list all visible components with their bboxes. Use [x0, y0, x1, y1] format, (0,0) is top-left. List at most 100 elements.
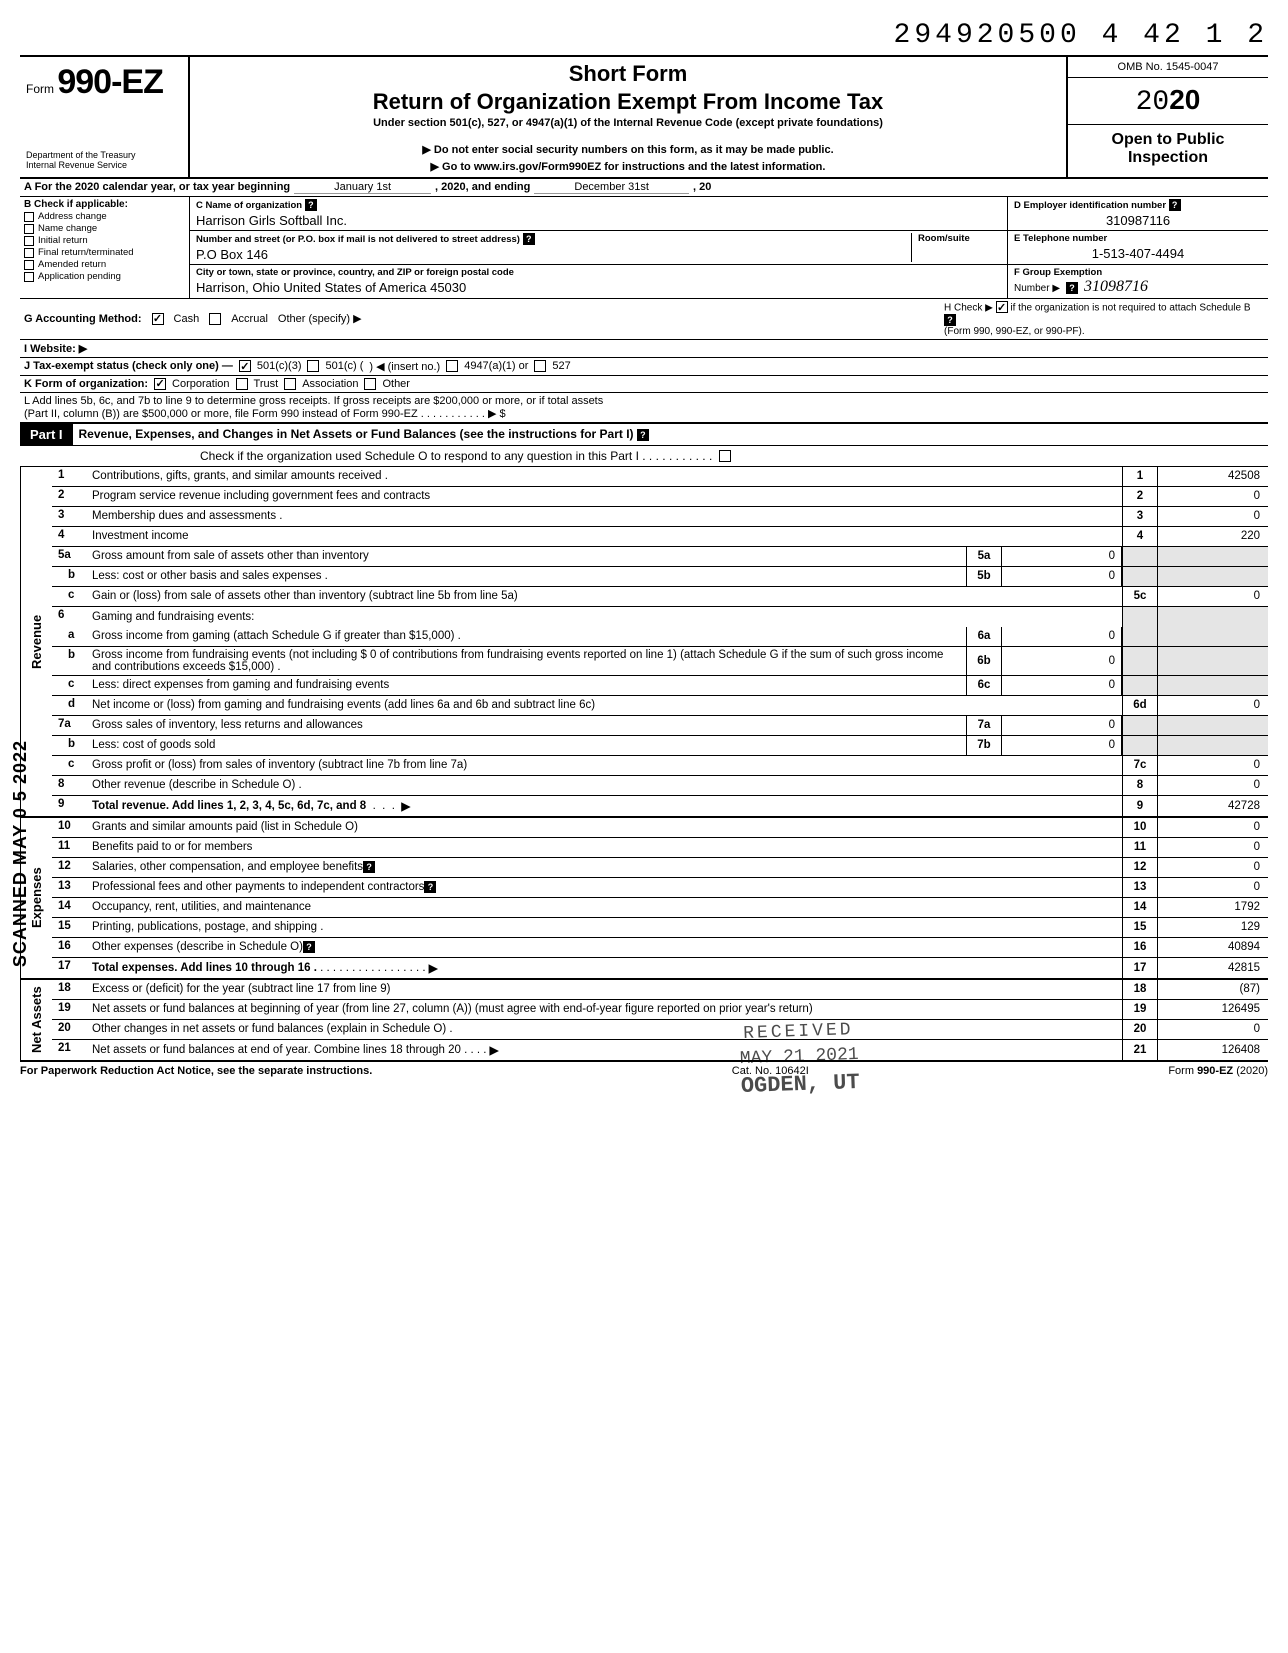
short-form: Short Form [198, 61, 1058, 87]
form-990ez: 990-EZ [57, 63, 163, 101]
dln: 294920500 4 42 1 2 [20, 20, 1268, 51]
f-num-lbl: Number ▶ [1014, 283, 1060, 294]
help-icon[interactable]: ? [523, 233, 535, 245]
val-8: 0 [1158, 776, 1268, 795]
help-icon[interactable]: ? [305, 199, 317, 211]
chk-amended[interactable] [24, 260, 34, 270]
footer: For Paperwork Reduction Act Notice, see … [20, 1062, 1268, 1080]
block-b: B Check if applicable: Address change Na… [20, 197, 1268, 299]
row-l: L Add lines 5b, 6c, and 7b to line 9 to … [20, 393, 1268, 424]
ein: 310987116 [1014, 213, 1262, 228]
j-d: 4947(a)(1) or [464, 360, 528, 372]
val-13: 0 [1158, 878, 1268, 897]
line-2: Program service revenue including govern… [88, 487, 1122, 506]
line-18: Excess or (deficit) for the year (subtra… [88, 980, 1122, 999]
d-lbl: D Employer identification number ? [1014, 199, 1262, 211]
chk-527[interactable] [534, 360, 546, 372]
b-label: B Check if applicable: [24, 199, 185, 210]
val-4: 220 [1158, 527, 1268, 546]
line-16: Other expenses (describe in Schedule O) [92, 941, 303, 953]
help-icon[interactable]: ? [363, 861, 375, 873]
val-10: 0 [1158, 818, 1268, 837]
chk-trust[interactable] [236, 378, 248, 390]
group-exemption: 31098716 [1084, 278, 1148, 296]
i-label: I Website: ▶ [24, 342, 87, 355]
chk-accrual[interactable] [209, 313, 221, 325]
g-other: Other (specify) ▶ [278, 312, 362, 325]
val-15: 129 [1158, 918, 1268, 937]
val-16: 40894 [1158, 938, 1268, 957]
line-15: Printing, publications, postage, and shi… [88, 918, 1122, 937]
address: P.O Box 146 [196, 247, 911, 262]
val-20: 0 [1158, 1020, 1268, 1039]
expenses-section: Expenses 10Grants and similar amounts pa… [20, 818, 1268, 980]
rowA-mid: , 2020, and ending [435, 181, 530, 193]
chk-501c[interactable] [307, 360, 319, 372]
help-icon[interactable]: ? [424, 881, 436, 893]
chk-cash[interactable] [152, 313, 164, 325]
open-to-public: Open to Public Inspection [1068, 125, 1268, 172]
chk-assoc[interactable] [284, 378, 296, 390]
dept: Department of the Treasury Internal Reve… [26, 151, 182, 171]
line-7b: Less: cost of goods sold [88, 736, 966, 755]
return-title: Return of Organization Exempt From Incom… [198, 89, 1058, 115]
chk-pending[interactable] [24, 272, 34, 282]
val-11: 0 [1158, 838, 1268, 857]
val-21: 126408 [1158, 1040, 1268, 1060]
chk-other[interactable] [364, 378, 376, 390]
c-name-lbl: C Name of organization [196, 200, 302, 211]
line-9: Total revenue. Add lines 1, 2, 3, 4, 5c,… [92, 800, 366, 812]
b-item-2: Initial return [38, 235, 88, 246]
help-icon[interactable]: ? [1066, 282, 1078, 294]
footer-left: For Paperwork Reduction Act Notice, see … [20, 1065, 372, 1077]
val-7c: 0 [1158, 756, 1268, 775]
k-c: Association [302, 378, 358, 390]
chk-h[interactable] [996, 301, 1008, 313]
f-lbl: F Group Exemption [1014, 267, 1262, 278]
chk-corp[interactable] [154, 378, 166, 390]
chk-address[interactable] [24, 212, 34, 222]
l-line2: (Part II, column (B)) are $500,000 or mo… [24, 407, 1264, 420]
rowA-prefix: A For the 2020 calendar year, or tax yea… [24, 181, 290, 193]
help-icon[interactable]: ? [944, 314, 956, 326]
donot: ▶ Do not enter social security numbers o… [198, 143, 1058, 156]
help-icon[interactable]: ? [1169, 199, 1181, 211]
scanned-stamp: SCANNED MAY 0 5 2022 [10, 740, 31, 967]
form-prefix: Form [26, 82, 54, 96]
chk-initial[interactable] [24, 236, 34, 246]
ival-6c: 0 [1002, 676, 1122, 695]
org-name: Harrison Girls Softball Inc. [196, 213, 1001, 228]
b-item-4: Amended return [38, 259, 106, 270]
h-text1: H Check ▶ [944, 303, 993, 314]
chk-501c3[interactable] [239, 360, 251, 372]
e-lbl: E Telephone number [1014, 233, 1262, 244]
b-item-5: Application pending [38, 271, 121, 282]
chk-4947[interactable] [446, 360, 458, 372]
form-number: Form 990-EZ [26, 63, 182, 102]
ival-5b: 0 [1002, 567, 1122, 586]
help-icon[interactable]: ? [303, 941, 315, 953]
chk-schedule-o[interactable] [719, 450, 731, 462]
line-7a: Gross sales of inventory, less returns a… [88, 716, 966, 735]
help-icon[interactable]: ? [637, 429, 649, 441]
b-item-1: Name change [38, 223, 97, 234]
chk-name[interactable] [24, 224, 34, 234]
ival-7a: 0 [1002, 716, 1122, 735]
footer-right: Form 990-EZ (2020) [1168, 1065, 1268, 1077]
line-17: Total expenses. Add lines 10 through 16 … [92, 962, 317, 974]
chk-final[interactable] [24, 248, 34, 258]
addr-lbl: Number and street (or P.O. box if mail i… [196, 234, 520, 245]
part-i-title: Revenue, Expenses, and Changes in Net As… [79, 427, 634, 441]
line-12: Salaries, other compensation, and employ… [92, 861, 363, 873]
l-line1: L Add lines 5b, 6c, and 7b to line 9 to … [24, 395, 1264, 407]
k-d: Other [382, 378, 410, 390]
rowA-suffix: , 20 [693, 181, 711, 193]
val-3: 0 [1158, 507, 1268, 526]
rowA-end: December 31st [534, 181, 689, 194]
line-5a: Gross amount from sale of assets other t… [88, 547, 966, 566]
val-2: 0 [1158, 487, 1268, 506]
line-6a: Gross income from gaming (attach Schedul… [88, 627, 966, 646]
revenue-section: Revenue 1Contributions, gifts, grants, a… [20, 467, 1268, 818]
year-20: 20 [1169, 84, 1200, 115]
h-text3: (Form 990, 990-EZ, or 990-PF). [944, 326, 1085, 337]
